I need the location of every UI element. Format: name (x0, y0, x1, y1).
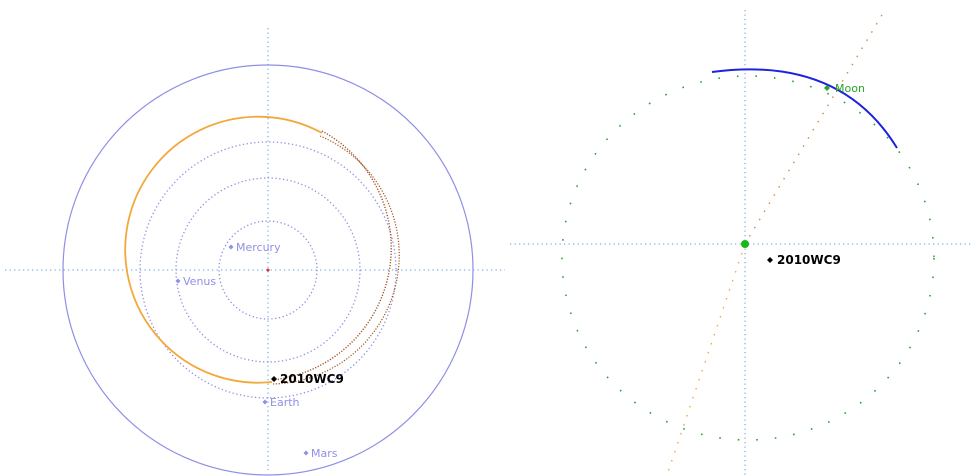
asteroid-orbit-near-arc (271, 130, 392, 381)
mercury-marker-icon (228, 244, 234, 250)
earth-marker-icon (262, 399, 268, 405)
earth-marker (741, 240, 749, 248)
mercury-label: Mercury (236, 241, 281, 254)
venus-marker-icon (175, 278, 181, 284)
mars-planet: Mars (303, 447, 338, 460)
venus-planet: Venus (175, 275, 216, 288)
earth-orbit (139, 141, 397, 399)
asteroid-path-upper (744, 14, 883, 245)
asteroid-label-solar: 2010WC9 (280, 372, 344, 386)
moon-label: Moon (835, 82, 865, 95)
venus-label: Venus (183, 275, 216, 288)
asteroid-label-earth: 2010WC9 (777, 253, 841, 267)
venus-orbit (175, 177, 361, 363)
moon-track-arc (711, 68, 898, 149)
moon-marker-icon (824, 85, 830, 91)
asteroid-path-lower (667, 243, 746, 473)
asteroid-marker-icon (271, 376, 277, 382)
mars-marker-icon (303, 450, 309, 456)
moon-orbit (561, 75, 935, 441)
asteroid-orbit (124, 115, 400, 385)
asteroid-solar: 2010WC9 (271, 372, 344, 386)
sun-marker (266, 268, 270, 272)
earth-centric-view: Moon 2010WC9 (510, 10, 971, 476)
mercury-orbit (218, 220, 318, 320)
mercury-planet: Mercury (228, 241, 281, 254)
mars-orbit (62, 64, 474, 476)
solar-system-view: Mercury Venus Earth Mars 2010WC9 (5, 28, 505, 476)
earth-label: Earth (270, 396, 300, 409)
asteroid-marker-earth-icon (767, 257, 773, 263)
asteroid-orbit-near-arc-inner (271, 135, 400, 385)
asteroid-earth: 2010WC9 (767, 253, 841, 267)
moon-body: Moon (824, 82, 865, 95)
mars-label: Mars (311, 447, 338, 460)
earth-planet: Earth (262, 396, 300, 409)
asteroid-orbit-far-arc (124, 115, 323, 384)
